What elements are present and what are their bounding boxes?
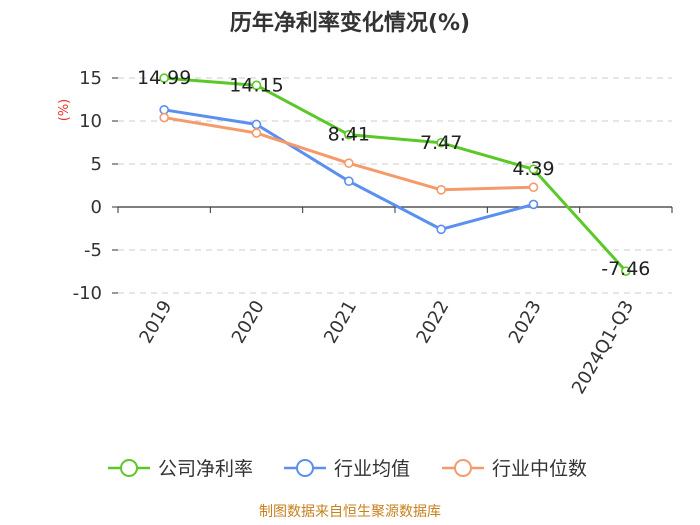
legend-item-industry-mean[interactable]: 行业均值: [284, 458, 410, 480]
data-label: -7.46: [601, 258, 650, 280]
y-tick-label: -10: [73, 283, 102, 304]
data-point: [344, 176, 354, 186]
legend-label-industry-mean: 行业均值: [334, 458, 410, 480]
data-point: [621, 266, 631, 276]
data-point: [159, 105, 169, 115]
x-tick-label: 2024Q1-Q3: [568, 297, 638, 398]
x-tick-label: 2020: [228, 297, 269, 347]
data-point: [528, 182, 539, 193]
y-tick-label: -5: [84, 240, 102, 261]
data-point: [251, 128, 262, 138]
legend-label-industry-median: 行业中位数: [492, 458, 587, 480]
data-label: 14.15: [229, 74, 283, 96]
legend-item-industry-median[interactable]: 行业中位数: [442, 458, 587, 480]
y-tick-label: 5: [91, 154, 102, 175]
x-tick-label: 2019: [135, 297, 176, 347]
data-label: 4.39: [512, 158, 554, 180]
y-axis-unit: (%): [57, 99, 72, 122]
legend-label-company: 公司净利率: [158, 458, 253, 480]
legend-item-company[interactable]: 公司净利率: [108, 458, 253, 480]
data-point: [344, 129, 354, 140]
x-tick-label: 2023: [505, 297, 546, 347]
data-point: [436, 137, 446, 148]
data-point: [436, 224, 446, 235]
data-label: 14.99: [137, 67, 191, 89]
source-note: 制图数据来自恒生聚源数据库: [259, 504, 441, 520]
legend: 公司净利率 行业均值 行业中位数: [108, 458, 587, 480]
data-label: 7.47: [420, 132, 462, 154]
data-label: 8.41: [328, 124, 370, 146]
y-tick-label: 0: [91, 197, 102, 218]
legend-marker-industry-mean: [296, 459, 314, 477]
data-point: [528, 199, 539, 210]
data-point: [251, 119, 262, 130]
legend-marker-industry-median: [454, 459, 472, 477]
y-tick-label: 10: [79, 111, 102, 132]
x-tick-label: 2021: [320, 297, 361, 347]
data-point: [159, 73, 169, 83]
data-point: [528, 164, 539, 175]
chart-title: 历年净利率变化情况(%): [230, 10, 470, 36]
x-tick-label: 2022: [412, 297, 453, 347]
data-point: [436, 185, 446, 195]
data-point: [159, 112, 169, 123]
series-line: [164, 76, 627, 273]
data-point: [344, 158, 354, 168]
legend-marker-company: [120, 459, 138, 477]
y-tick-label: 15: [79, 68, 102, 89]
data-point: [251, 80, 262, 91]
